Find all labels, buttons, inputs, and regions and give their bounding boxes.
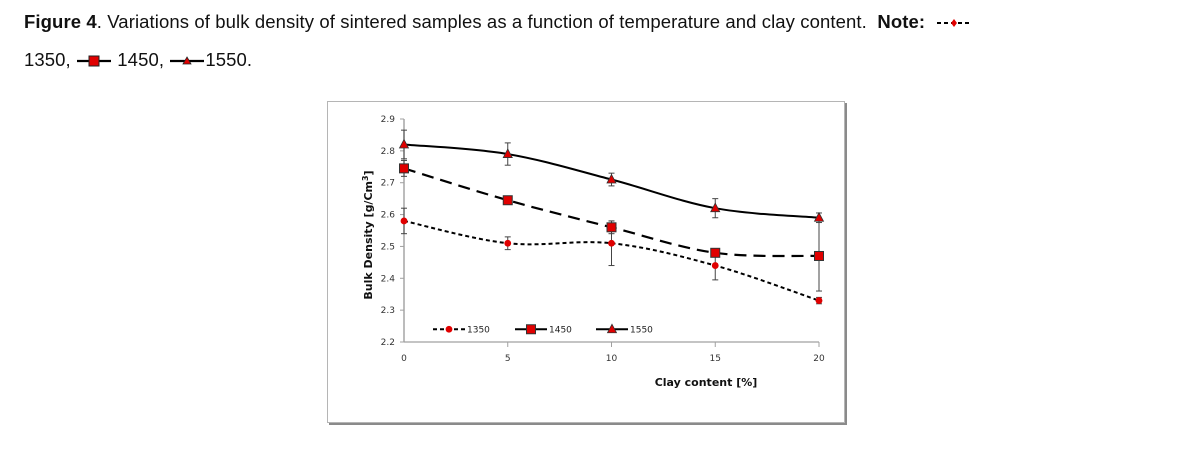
y-tick-label: 2.7 bbox=[381, 179, 395, 189]
legend-label-1350: 1350 bbox=[467, 325, 490, 335]
data-point-1450 bbox=[710, 247, 721, 258]
legend-label-1550: 1550 bbox=[630, 325, 653, 335]
data-point-1550 bbox=[813, 211, 825, 222]
x-axis-title: Clay content [%] bbox=[655, 376, 758, 389]
chart-frame: 2.2 2.3 2.4 2.5 2.6 2.7 2.8 2.9 0 5 10 15 20 1350 14… bbox=[327, 101, 845, 423]
data-point-1350 bbox=[400, 217, 408, 225]
series-group bbox=[398, 129, 825, 305]
note-label: Note: bbox=[877, 11, 926, 32]
data-point-1550 bbox=[398, 138, 410, 149]
chart-svg: 2.2 2.3 2.4 2.5 2.6 2.7 2.8 2.9 0 5 10 15 20 1350 14… bbox=[361, 115, 825, 389]
y-axis-title: Bulk Density [g/Cm3] bbox=[361, 170, 376, 299]
y-tick-label: 2.5 bbox=[381, 242, 395, 252]
data-point-1450 bbox=[502, 195, 513, 206]
legend-marker-1350 bbox=[445, 325, 453, 333]
y-tick-label: 2.9 bbox=[381, 115, 396, 125]
data-point-1450 bbox=[606, 222, 617, 233]
caption-legend-1550-icon bbox=[170, 56, 205, 65]
figure-label: Figure 4 bbox=[24, 11, 97, 32]
data-point-1550 bbox=[502, 148, 513, 158]
data-point-1350 bbox=[608, 239, 615, 247]
data-point-1450 bbox=[814, 250, 824, 261]
series-1550 bbox=[398, 129, 825, 224]
data-point-1450 bbox=[399, 163, 409, 174]
caption-legend-1450-icon bbox=[77, 55, 112, 67]
caption-legend-1450-label: 1450, bbox=[117, 49, 165, 70]
y-tick-label: 2.8 bbox=[381, 147, 396, 157]
y-tick-label: 2.4 bbox=[381, 274, 396, 284]
x-tick-label: 0 bbox=[401, 354, 407, 364]
caption-legend-1350-icon bbox=[936, 19, 971, 28]
y-axis-title-main: Bulk Density [g/Cm bbox=[362, 181, 375, 300]
y-tick-label: 2.3 bbox=[381, 306, 395, 316]
caption-text: . Variations of bulk density of sintered… bbox=[96, 11, 867, 32]
x-tick-label: 5 bbox=[505, 354, 511, 364]
data-point-1350 bbox=[711, 262, 719, 269]
x-tick-label: 10 bbox=[606, 354, 618, 364]
axes bbox=[400, 118, 820, 347]
x-tick-label: 15 bbox=[710, 354, 721, 364]
data-point-1550 bbox=[710, 202, 721, 213]
caption-line-1: Figure 4. Variations of bulk density of … bbox=[24, 3, 972, 41]
data-point-1350 bbox=[504, 239, 512, 247]
x-tick-labels: 0 5 10 15 20 bbox=[401, 354, 825, 364]
y-axis-title-end: ] bbox=[362, 170, 375, 175]
legend-marker-1550 bbox=[606, 323, 618, 334]
series-1350 bbox=[400, 207, 823, 305]
y-tick-label: 2.6 bbox=[381, 211, 396, 221]
data-point-1550 bbox=[606, 173, 617, 184]
y-axis-title-sup: 3 bbox=[361, 175, 370, 181]
caption-line-2: 1350, 1450, 1550. bbox=[24, 41, 252, 79]
data-point-1350 bbox=[815, 297, 823, 304]
y-tick-labels: 2.2 2.3 2.4 2.5 2.6 2.7 2.8 2.9 bbox=[381, 115, 396, 348]
legend: 1350 1450 1550 bbox=[433, 323, 653, 335]
x-tick-label: 20 bbox=[813, 354, 825, 364]
caption-legend-1550-label: 1550. bbox=[205, 49, 253, 70]
y-tick-label: 2.2 bbox=[381, 338, 395, 348]
caption-legend-1350-label: 1350, bbox=[24, 49, 71, 70]
legend-label-1450: 1450 bbox=[549, 325, 572, 335]
legend-marker-1450 bbox=[526, 324, 536, 335]
